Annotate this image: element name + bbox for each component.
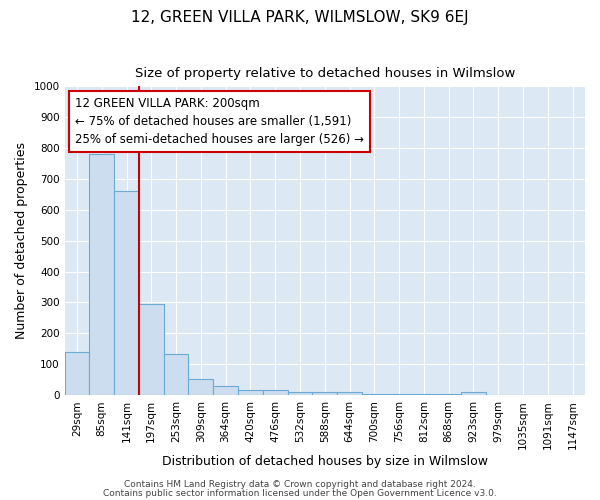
Bar — [362, 394, 387, 396]
Text: 12, GREEN VILLA PARK, WILMSLOW, SK9 6EJ: 12, GREEN VILLA PARK, WILMSLOW, SK9 6EJ — [131, 10, 469, 25]
Bar — [164, 354, 188, 396]
Bar — [139, 304, 164, 396]
Bar — [412, 394, 436, 396]
Bar — [65, 352, 89, 396]
Bar — [114, 191, 139, 396]
Bar — [313, 392, 337, 396]
Bar — [436, 394, 461, 396]
Bar — [213, 386, 238, 396]
Text: Contains public sector information licensed under the Open Government Licence v3: Contains public sector information licen… — [103, 488, 497, 498]
Bar — [263, 390, 287, 396]
Text: 12 GREEN VILLA PARK: 200sqm
← 75% of detached houses are smaller (1,591)
25% of : 12 GREEN VILLA PARK: 200sqm ← 75% of det… — [75, 96, 364, 146]
Text: Contains HM Land Registry data © Crown copyright and database right 2024.: Contains HM Land Registry data © Crown c… — [124, 480, 476, 489]
Bar — [387, 394, 412, 396]
Title: Size of property relative to detached houses in Wilmslow: Size of property relative to detached ho… — [134, 68, 515, 80]
Bar — [461, 392, 486, 396]
Bar — [89, 154, 114, 396]
Bar — [188, 379, 213, 396]
X-axis label: Distribution of detached houses by size in Wilmslow: Distribution of detached houses by size … — [162, 454, 488, 468]
Bar — [287, 392, 313, 396]
Bar — [337, 392, 362, 396]
Bar — [238, 390, 263, 396]
Y-axis label: Number of detached properties: Number of detached properties — [15, 142, 28, 339]
